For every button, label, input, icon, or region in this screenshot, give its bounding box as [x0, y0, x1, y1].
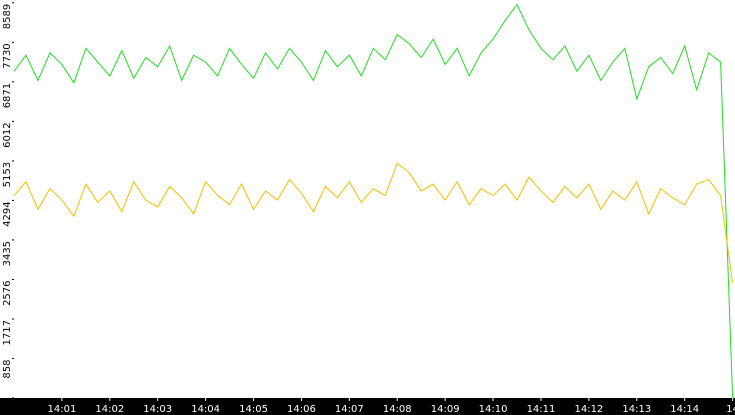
y-tick-label: 858 [2, 360, 13, 379]
y-tick-label: 4294 [2, 201, 13, 226]
x-tick-label: 14:09 [431, 404, 460, 415]
x-tick-label: 14:11 [527, 404, 556, 415]
x-tick-label: 14:06 [287, 404, 316, 415]
y-tick-label: 8589 [2, 4, 13, 29]
y-tick-label: 0 [2, 399, 13, 405]
x-tick-label: 14:04 [191, 404, 220, 415]
y-tick-label: 7730 [2, 43, 13, 68]
y-tick-label: 2576 [2, 280, 13, 305]
y-tick-label: 6012 [2, 122, 13, 147]
y-tick-label: 1717 [2, 320, 13, 345]
y-tick-label: 6871 [2, 83, 13, 108]
x-tick-label: 14:08 [383, 404, 412, 415]
x-tick-label: 14 [726, 404, 735, 415]
x-tick-label: 14:14 [670, 404, 699, 415]
x-tick-label: 14:07 [335, 404, 364, 415]
x-tick-label: 14:10 [479, 404, 508, 415]
x-tick-label: 14:12 [574, 404, 603, 415]
y-tick-label: 3435 [2, 241, 13, 266]
x-axis-bar [0, 398, 735, 415]
x-tick-label: 14:03 [143, 404, 172, 415]
series-line [13, 162, 734, 284]
x-tick-label: 14:01 [47, 404, 76, 415]
x-tick-label: 14:13 [622, 404, 651, 415]
series-line [13, 3, 734, 399]
x-tick-label: 14:02 [95, 404, 124, 415]
y-tick-label: 5153 [2, 162, 13, 187]
x-tick-label: 14:05 [239, 404, 268, 415]
